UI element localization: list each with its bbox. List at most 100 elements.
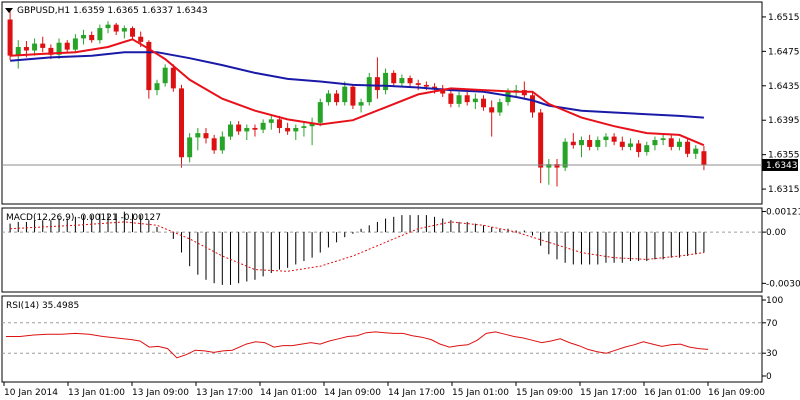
- candle-bullish: [595, 140, 601, 147]
- candle-bearish: [415, 83, 421, 85]
- time-tick-label: 16 Jan 01:00: [644, 388, 701, 398]
- candle-bearish: [685, 141, 691, 154]
- candle-bearish: [113, 24, 119, 32]
- macd-tick-label: -0.00301: [766, 279, 800, 289]
- rsi-tick-label: 0: [766, 372, 772, 382]
- candle-bearish: [374, 77, 380, 91]
- rsi-y-axis: 100 70 30 0: [762, 296, 783, 382]
- price-tick-label: 1.6435: [768, 82, 800, 92]
- candle-bullish: [366, 77, 372, 103]
- candle-bullish: [81, 34, 87, 39]
- candle-bearish: [236, 124, 242, 132]
- price-tick-label: 1.6515: [768, 13, 800, 23]
- time-tick-label: 10 Jan 2014: [4, 388, 58, 398]
- candle-bullish: [546, 164, 552, 168]
- candle-bullish: [195, 133, 201, 138]
- candle-bullish: [325, 93, 331, 103]
- candle-bullish: [105, 24, 111, 29]
- macd-pane[interactable]: MACD(12,26,9) -0.00121 -0.00127 0.001210…: [1, 207, 800, 293]
- time-tick-label: 13 Jan 17:00: [196, 388, 253, 398]
- candle-bullish: [227, 124, 233, 137]
- price-pane-frame: [1, 1, 763, 205]
- candle-bullish: [399, 78, 405, 84]
- candle-bullish: [505, 91, 511, 103]
- candle-bearish: [636, 143, 642, 153]
- candle-bearish: [170, 67, 176, 89]
- macd-label: MACD(12,26,9) -0.00121 -0.00127: [6, 213, 161, 223]
- candle-bearish: [538, 112, 544, 168]
- macd-pane-frame: [1, 207, 763, 293]
- price-tick-label: 1.6355: [768, 151, 800, 161]
- candle-bullish: [603, 136, 609, 141]
- candle-bearish: [481, 98, 487, 108]
- candle-bearish: [570, 141, 576, 146]
- fast-moving-average-line: [10, 38, 705, 147]
- candle-bearish: [40, 43, 46, 48]
- candle-bearish: [440, 88, 446, 94]
- rsi-tick-label: 100: [766, 296, 783, 306]
- price-tick-label: 1.6475: [768, 47, 800, 57]
- candle-bullish: [676, 141, 682, 147]
- candle-bearish: [611, 136, 617, 142]
- candle-bullish: [301, 126, 307, 128]
- candle-bearish: [554, 164, 560, 168]
- time-tick-label: 14 Jan 09:00: [324, 388, 381, 398]
- candle-bearish: [252, 127, 258, 130]
- candle-bearish: [89, 34, 95, 41]
- candle-bearish: [432, 86, 438, 89]
- macd-y-axis: 0.00121 0.00 -0.00301: [762, 208, 800, 289]
- candle-bearish: [587, 140, 593, 147]
- candle-bearish: [138, 36, 144, 42]
- candle-bearish: [668, 138, 674, 147]
- candle-bullish: [309, 122, 315, 127]
- candle-bearish: [423, 84, 429, 87]
- candle-bullish: [358, 102, 364, 106]
- candle-bullish: [121, 28, 127, 32]
- candle-bearish: [130, 28, 136, 37]
- macd-tick-label: 0.00: [766, 228, 786, 238]
- candle-bearish: [211, 138, 217, 151]
- candle-bullish: [317, 102, 323, 123]
- time-tick-label: 14 Jan 17:00: [388, 388, 445, 398]
- candle-bearish: [530, 95, 535, 113]
- price-tick-label: 1.6395: [768, 116, 800, 126]
- candle-bullish: [652, 140, 658, 146]
- moving-averages: [10, 38, 705, 147]
- candle-bearish: [203, 133, 209, 139]
- time-tick-label: 14 Jan 01:00: [260, 388, 317, 398]
- rsi-pane[interactable]: RSI(14) 35.4985 100 70 30 0: [1, 295, 783, 383]
- candle-bullish: [644, 145, 650, 153]
- slow-moving-average-line: [10, 51, 704, 119]
- candle-bullish: [562, 141, 568, 168]
- price-title: GBPUSD,H1 1.6359 1.6365 1.6337 1.6343: [5, 6, 208, 16]
- rsi-pane-frame: [1, 295, 763, 383]
- time-tick-label: 16 Jan 09:00: [708, 388, 765, 398]
- candle-bullish: [472, 98, 478, 103]
- price-pane[interactable]: 1.6515 1.6475 1.6435 1.6395 1.6355 1.6315 1.6…: [1, 1, 800, 205]
- current-price-tag: 1.6343: [762, 158, 798, 171]
- candle-bullish: [97, 28, 103, 41]
- time-tick-label: 15 Jan 17:00: [580, 388, 637, 398]
- candle-bullish: [187, 137, 193, 158]
- candle-bullish: [456, 95, 462, 104]
- candle-bullish: [578, 140, 584, 146]
- candle-bullish: [660, 138, 666, 141]
- symbol-label: GBPUSD,H1 1.6359 1.6365 1.6337 1.6343: [17, 6, 208, 16]
- candle-bearish: [391, 72, 397, 84]
- candle-bearish: [146, 41, 152, 91]
- candle-bullish: [342, 86, 348, 103]
- macd-histogram: [9, 211, 705, 285]
- candle-bullish: [32, 43, 38, 51]
- rsi-tick-label: 30: [766, 349, 778, 359]
- candle-bullish: [268, 119, 274, 123]
- candle-bearish: [619, 141, 625, 147]
- macd-tick-label: 0.00121: [766, 208, 800, 218]
- candle-bullish: [293, 127, 299, 132]
- collapse-triangle-icon[interactable]: [5, 8, 13, 13]
- time-tick-label: 15 Jan 01:00: [452, 388, 509, 398]
- candle-bearish: [276, 119, 282, 128]
- current-price-label: 1.6343: [766, 161, 798, 171]
- candle-bearish: [179, 88, 184, 158]
- candle-bullish: [162, 67, 168, 84]
